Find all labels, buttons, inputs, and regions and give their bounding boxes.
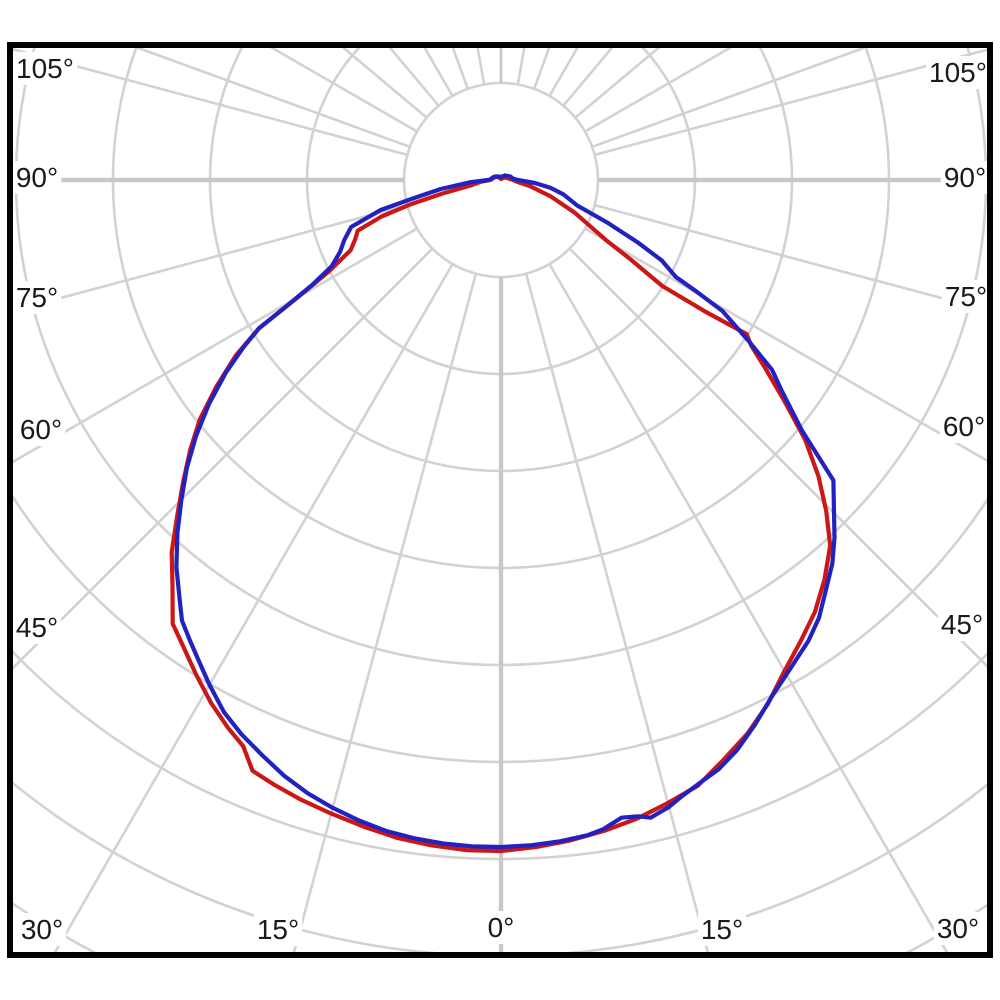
grid-spoke (13, 203, 408, 313)
angle-label-mask (12, 161, 62, 194)
angle-label: 60° (943, 411, 985, 442)
angle-label-mask (253, 913, 303, 946)
grid-spoke (584, 227, 987, 463)
curve-red (169, 174, 833, 854)
angle-label-mask (697, 913, 747, 946)
angle-labels: 105° 90° 75° 60° 45° 105° 90° 75° 60° 45° 30° 15° 0°… (12, 52, 991, 946)
angle-label-mask (16, 413, 66, 446)
grid-spoke (13, 227, 418, 464)
angle-label: 0° (488, 912, 515, 943)
grid-spoke (591, 48, 868, 149)
angle-label-mask (939, 410, 989, 443)
angle-label-mask (12, 281, 62, 314)
angle-label-mask (941, 280, 991, 313)
grid-spoke (53, 263, 454, 952)
grid-spoke (524, 273, 710, 952)
plot-border (7, 42, 993, 958)
angle-label-mask (940, 161, 990, 194)
grid-spoke (548, 263, 949, 952)
angle-label: 75° (945, 281, 987, 312)
angle-label: 15° (701, 914, 743, 945)
angle-label-mask (937, 608, 987, 641)
curve-blue (174, 173, 837, 850)
angle-label-mask (926, 56, 990, 89)
angle-label: 15° (257, 914, 299, 945)
angle-label-mask (484, 911, 518, 944)
angle-label: 90° (944, 162, 986, 193)
angle-label-mask (17, 913, 67, 946)
grid-spoke (292, 273, 478, 952)
angle-label-mask (933, 912, 983, 945)
angle-label: 105° (929, 57, 987, 88)
angle-label: 90° (16, 162, 58, 193)
angle-label: 30° (937, 913, 979, 944)
angle-label: 30° (21, 914, 63, 945)
grid-spoke (134, 48, 411, 149)
angle-label: 75° (16, 282, 58, 313)
intensity-curves (169, 173, 837, 854)
angle-label: 60° (20, 414, 62, 445)
grid-spoke (13, 48, 408, 157)
angle-label-mask (13, 52, 77, 85)
angle-label: 105° (16, 53, 74, 84)
grid-spoke (13, 247, 434, 670)
grid-spoke (594, 48, 987, 157)
grid-spoke (594, 203, 987, 312)
angle-label: 45° (16, 612, 58, 643)
grid-spoke (568, 247, 987, 668)
angle-label-mask (12, 611, 62, 644)
angle-label: 45° (941, 609, 983, 640)
